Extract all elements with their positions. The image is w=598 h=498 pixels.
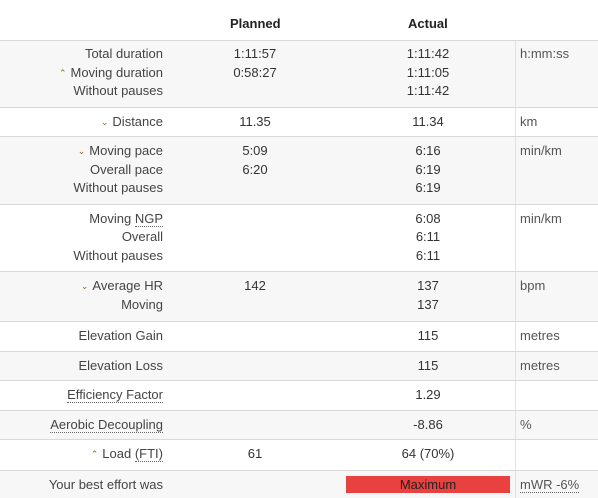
moving-duration-actual: 1:11:05 xyxy=(406,64,450,80)
average-hr-label[interactable]: Average HR xyxy=(92,278,163,293)
efficiency-factor-row: Efficiency Factor 1.29 xyxy=(0,381,598,411)
distance-toggle[interactable]: ⌄ Distance xyxy=(101,113,163,133)
best-effort-bar: Maximum xyxy=(346,475,510,493)
moving-hr-label: Moving xyxy=(121,296,163,312)
ngp-row: Moving NGP 6:08 min/km Overall 6:11 With… xyxy=(0,204,598,272)
moving-ngp-label: Moving NGP xyxy=(89,210,163,229)
chevron-down-icon[interactable]: ⌄ xyxy=(77,146,86,156)
pace-without-pauses-actual: 6:19 xyxy=(415,180,441,195)
ngp-without-pauses-actual: 6:11 xyxy=(415,247,441,263)
aerobic-decoupling-actual: -8.86 xyxy=(413,416,443,432)
overall-pace-actual: 6:19 xyxy=(415,161,441,177)
duration-row: Total duration 1:11:57 1:11:42 h:mm:ss ⌃… xyxy=(0,41,598,108)
load-planned: 61 xyxy=(247,446,263,461)
table-header: Planned Actual xyxy=(0,0,598,41)
total-duration-planned: 1:11:57 xyxy=(233,46,277,61)
distance-label[interactable]: Distance xyxy=(112,113,163,129)
overall-pace-label: Overall pace xyxy=(90,161,163,177)
distance-unit: km xyxy=(520,113,538,129)
elevation-loss-label: Elevation Loss xyxy=(78,357,163,373)
moving-ngp-actual: 6:08 xyxy=(415,210,441,226)
elevation-loss-actual: 115 xyxy=(417,357,439,373)
aerobic-decoupling-label[interactable]: Aerobic Decoupling xyxy=(50,416,163,433)
aerobic-decoupling-row: Aerobic Decoupling -8.86 % xyxy=(0,410,598,440)
average-hr-planned: 142 xyxy=(244,278,266,293)
ngp-abbr[interactable]: NGP xyxy=(134,210,163,227)
load-label-prefix[interactable]: Load xyxy=(102,446,135,461)
moving-duration-planned: 0:58:27 xyxy=(233,64,277,80)
distance-planned: 11.35 xyxy=(239,113,271,129)
overall-ngp-label: Overall xyxy=(121,229,163,244)
duration-unit: h:mm:ss xyxy=(520,46,570,61)
average-hr-toggle[interactable]: ⌄ Average HR xyxy=(81,277,163,297)
aerobic-decoupling-label-wrap: Aerobic Decoupling xyxy=(50,416,163,435)
elevation-gain-unit: metres xyxy=(520,328,560,343)
duration-without-pauses-label: Without pauses xyxy=(73,83,163,98)
efficiency-factor-label[interactable]: Efficiency Factor xyxy=(67,387,163,403)
load-toggle[interactable]: ⌃ Load (FTI) xyxy=(91,445,163,465)
elevation-loss-row: Elevation Loss 115 metres xyxy=(0,351,598,381)
moving-pace-label[interactable]: Moving pace xyxy=(89,143,163,158)
hr-unit: bpm xyxy=(520,278,546,293)
efficiency-factor-label-wrap: Efficiency Factor xyxy=(67,386,163,405)
pace-without-pauses-label: Without pauses xyxy=(73,180,163,195)
best-effort-label: Your best effort was xyxy=(48,476,163,492)
aerobic-decoupling-unit: % xyxy=(520,416,532,432)
overall-pace-planned: 6:20 xyxy=(242,161,268,177)
ngp-unit: min/km xyxy=(520,210,562,226)
total-duration-actual: 1:11:42 xyxy=(406,46,450,61)
best-effort-row: Your best effort was Maximum mWR -6% xyxy=(0,470,598,498)
chevron-up-icon[interactable]: ⌃ xyxy=(90,449,99,459)
chevron-down-icon[interactable]: ⌄ xyxy=(80,281,89,291)
moving-pace-actual: 6:16 xyxy=(415,143,441,158)
moving-ngp-prefix: Moving xyxy=(89,210,135,226)
pace-row: ⌄ Moving pace 5:09 6:16 min/km Overall pa… xyxy=(0,137,598,205)
moving-pace-planned: 5:09 xyxy=(242,143,268,158)
duration-without-pauses-actual: 1:11:42 xyxy=(406,83,450,98)
elevation-gain-actual: 115 xyxy=(417,328,439,343)
chevron-down-icon[interactable]: ⌄ xyxy=(100,116,109,127)
overall-ngp-actual: 6:11 xyxy=(415,229,441,244)
best-effort-mwr[interactable]: mWR -6% xyxy=(520,476,580,493)
elevation-gain-label: Elevation Gain xyxy=(78,328,163,343)
moving-hr-actual: 137 xyxy=(417,296,439,312)
total-duration-label: Total duration xyxy=(84,46,163,61)
best-effort-mwr-wrap: mWR -6% xyxy=(520,476,580,493)
moving-pace-toggle[interactable]: ⌄ Moving pace xyxy=(78,142,163,162)
elevation-loss-unit: metres xyxy=(520,357,560,373)
actual-header: Actual xyxy=(408,16,448,31)
hr-row: ⌄ Average HR 142 137 bpm Moving 137 xyxy=(0,272,598,322)
load-actual: 64 (70%) xyxy=(401,446,455,461)
distance-row: ⌄ Distance 11.35 11.34 km xyxy=(0,107,598,137)
elevation-gain-row: Elevation Gain 115 metres xyxy=(0,322,598,352)
average-hr-actual: 137 xyxy=(417,278,439,293)
distance-actual: 11.34 xyxy=(412,113,444,129)
pace-unit: min/km xyxy=(520,143,562,158)
efficiency-factor-actual: 1.29 xyxy=(415,387,441,402)
chevron-up-icon[interactable]: ⌃ xyxy=(58,67,67,78)
load-fti-abbr[interactable]: (FTI) xyxy=(134,446,163,462)
ngp-without-pauses-label: Without pauses xyxy=(73,247,163,263)
planned-header: Planned xyxy=(230,16,281,31)
moving-duration-toggle[interactable]: ⌃ Moving duration xyxy=(59,64,163,84)
load-row: ⌃ Load (FTI) 61 64 (70%) xyxy=(0,440,598,471)
moving-duration-label[interactable]: Moving duration xyxy=(70,64,164,80)
